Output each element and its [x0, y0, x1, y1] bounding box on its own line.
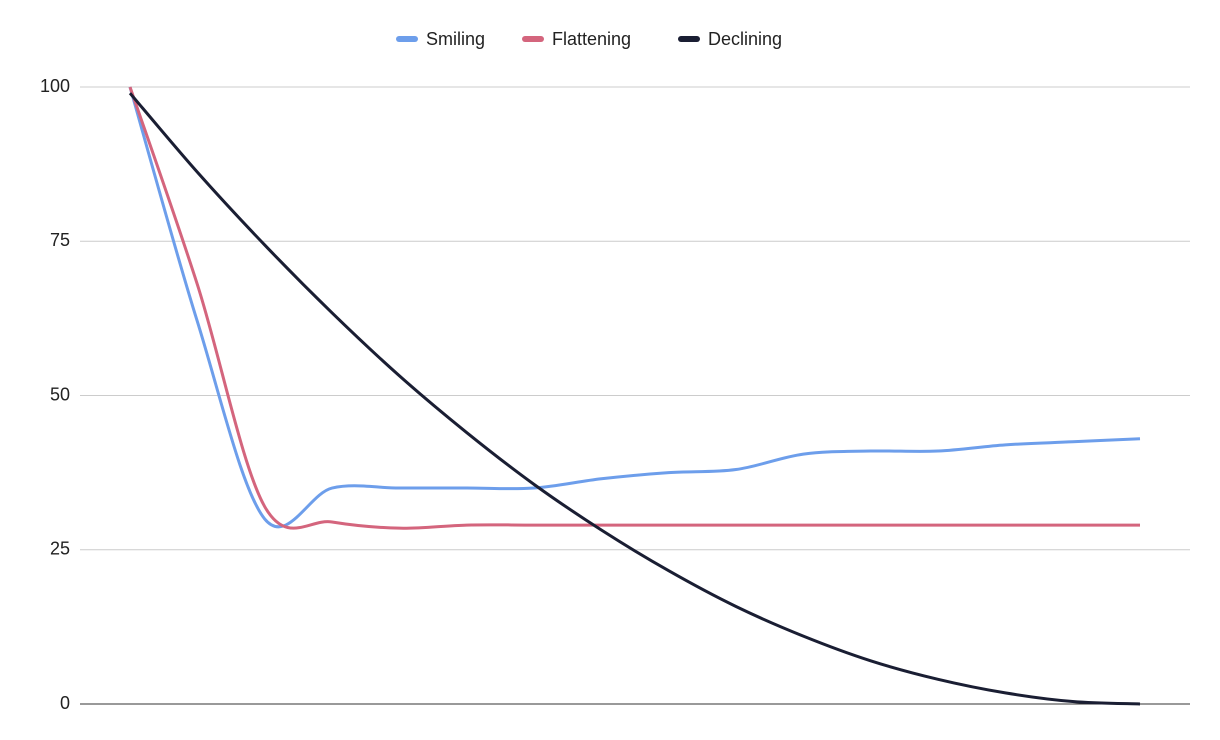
series-line: [128, 92, 1141, 706]
y-tick-label: 0: [60, 693, 70, 713]
legend-label: Smiling: [426, 29, 485, 49]
legend-label: Declining: [708, 29, 782, 49]
series-line: [128, 86, 1140, 530]
series-line: [128, 86, 1141, 529]
legend-swatch: [678, 36, 700, 42]
legend-swatch: [396, 36, 418, 42]
legend-swatch: [522, 36, 544, 42]
y-tick-label: 25: [50, 539, 70, 559]
y-tick-label: 100: [40, 76, 70, 96]
legend-label: Flattening: [552, 29, 631, 49]
y-tick-label: 50: [50, 384, 70, 404]
y-tick-label: 75: [50, 230, 70, 250]
